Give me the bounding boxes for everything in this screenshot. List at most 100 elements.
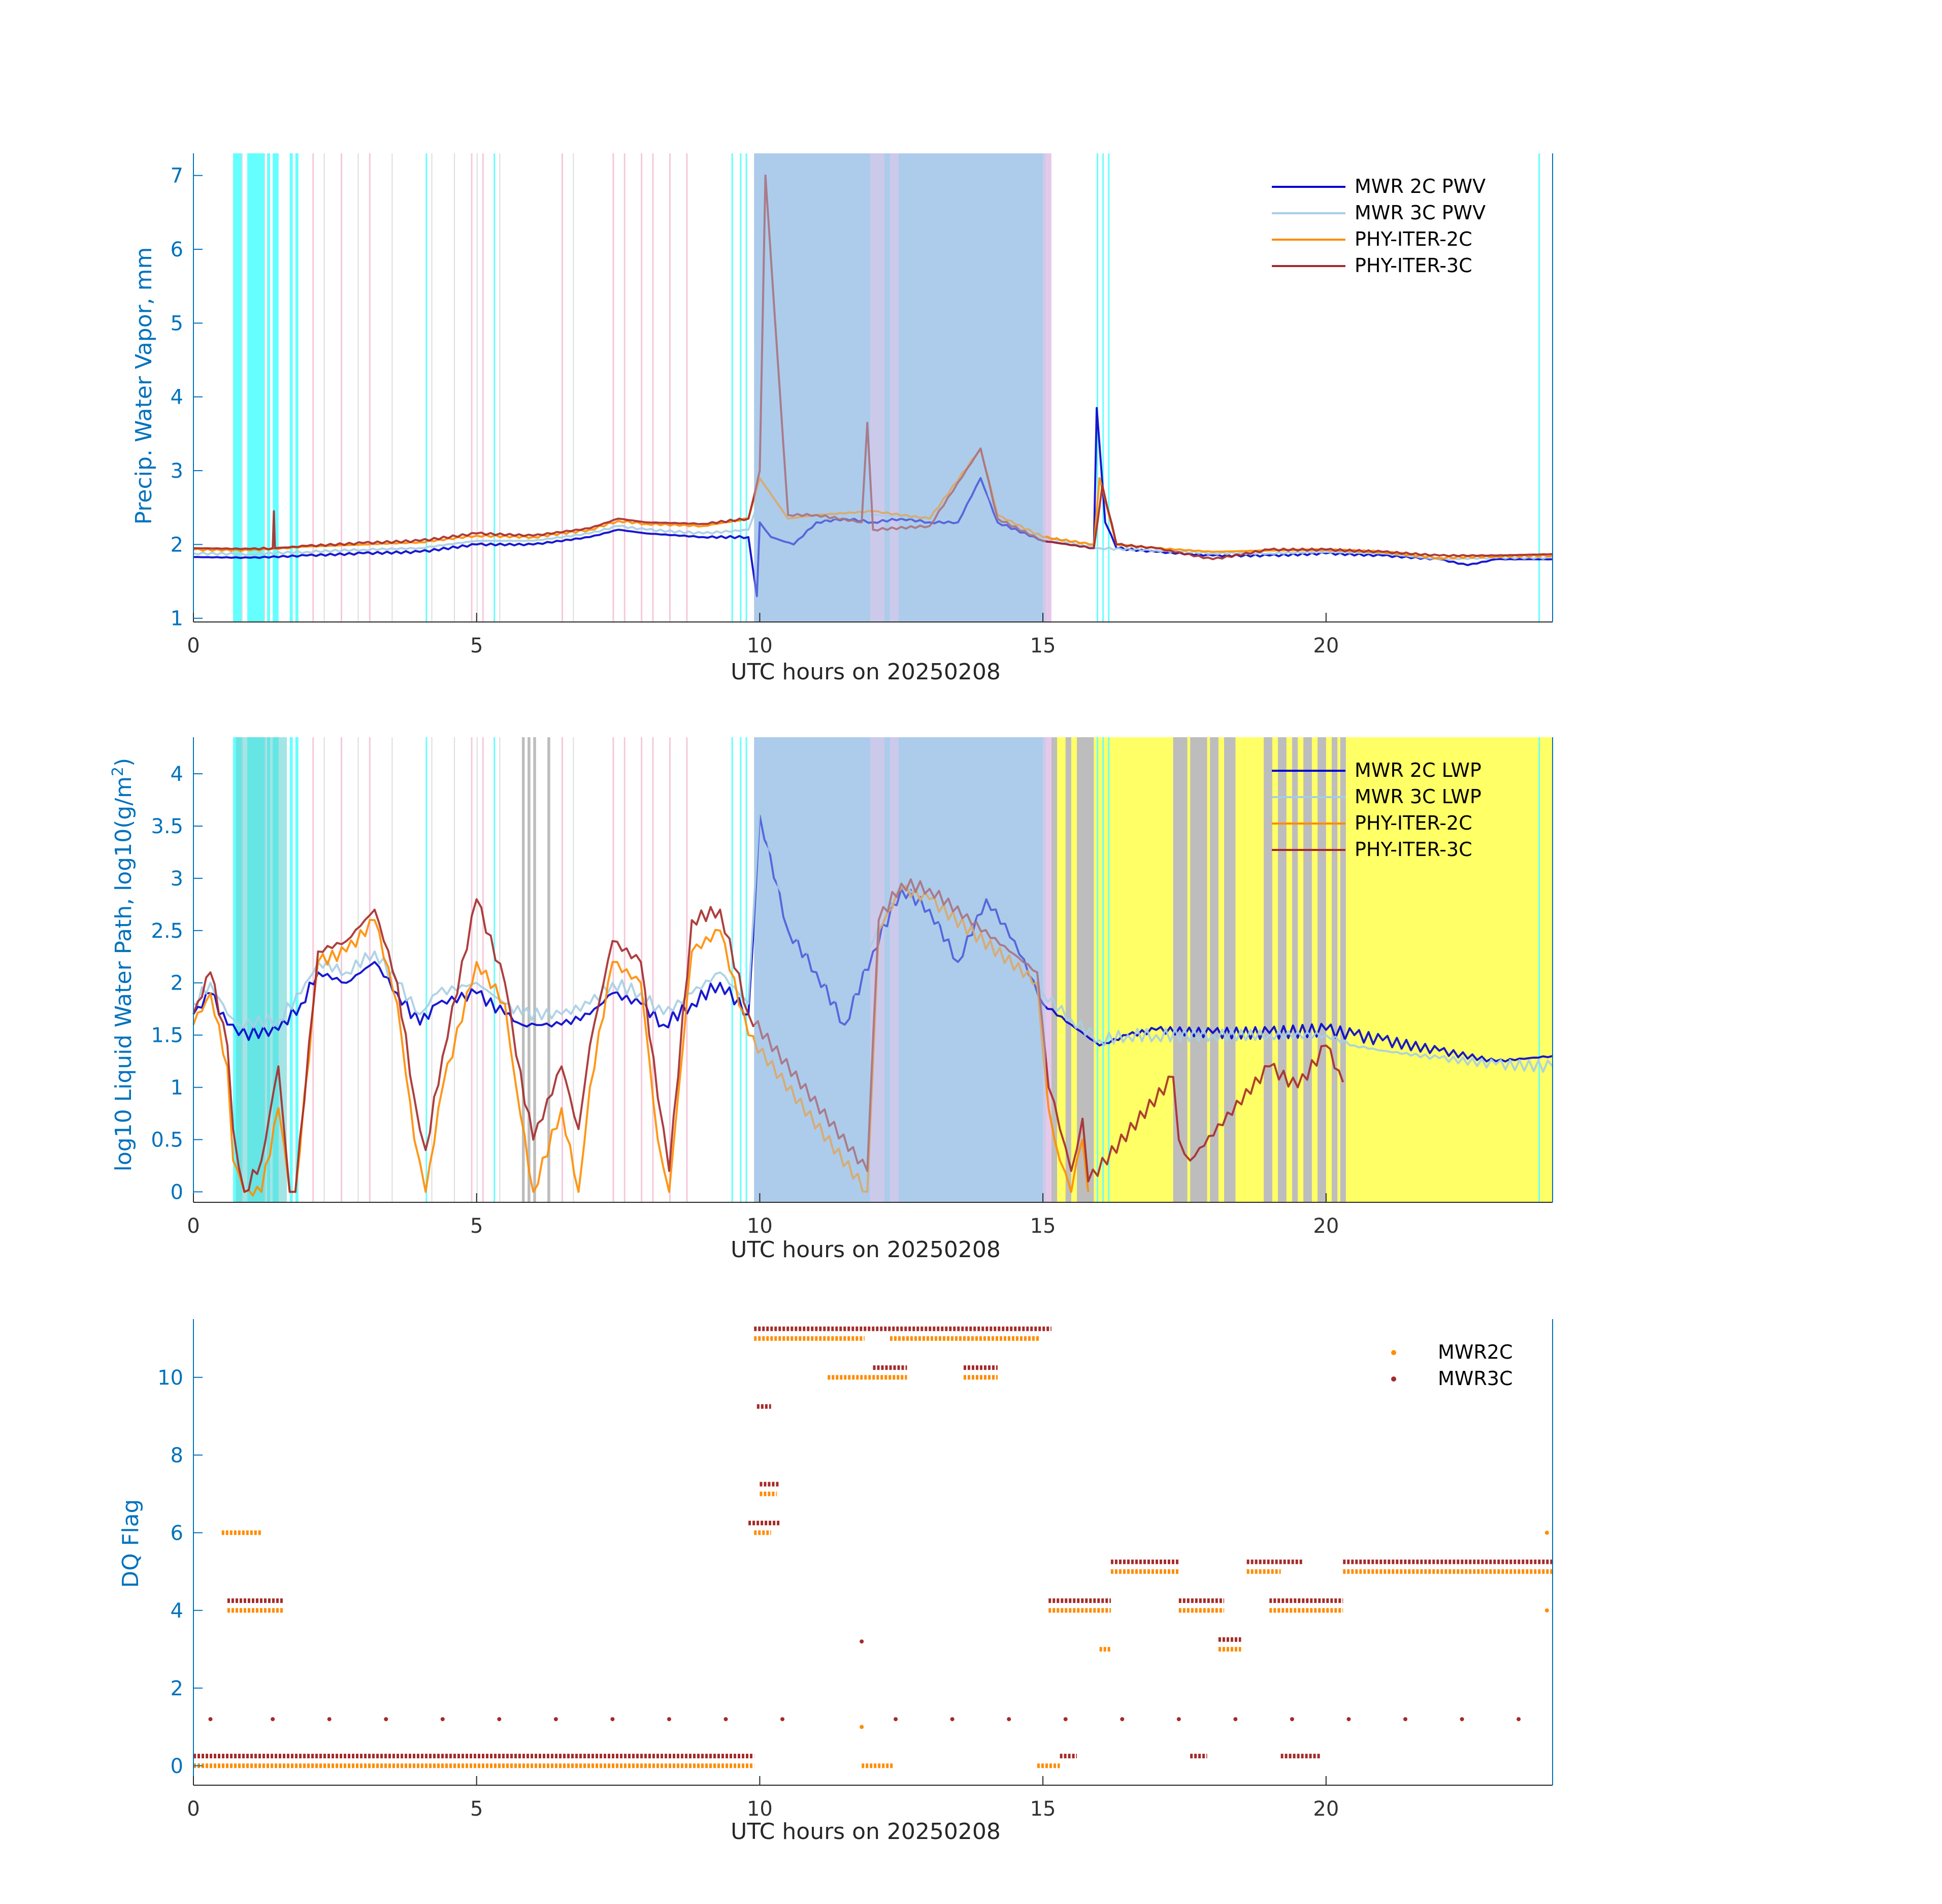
shade-band <box>1264 737 1272 1202</box>
dq-panel: 0 5 10 15 20 0 2 4 6 8 10 UTC hours on 20250208 DQ… <box>118 1319 1553 1845</box>
shade-band <box>754 153 1046 622</box>
lwp-axes: 0 5 10 15 20 0 0.5 1 1.5 2 2.5 3 3.5 4 <box>151 737 1553 1238</box>
flag-line <box>652 737 654 1202</box>
rain-overlay <box>754 737 1046 1202</box>
dq-sparse-dot <box>1346 1717 1351 1721</box>
dq-sparse-dot <box>327 1717 332 1721</box>
x-tick-label: 0 <box>187 1214 200 1238</box>
series-line-mwr-2c-lwp <box>192 814 1553 1063</box>
lwp-background-bands <box>233 737 1553 1202</box>
x-tick-label: 5 <box>470 634 483 658</box>
flag-line <box>1538 737 1540 1202</box>
shade-band <box>1043 153 1051 622</box>
flag-line <box>275 153 279 622</box>
y-tick-label: 1 <box>171 607 183 631</box>
legend-label: MWR 3C PWV <box>1355 202 1486 224</box>
flag-line <box>1108 737 1110 1202</box>
shade-band <box>890 737 899 1202</box>
dq-sparse-dot <box>1403 1717 1407 1721</box>
flag-line <box>652 153 654 622</box>
shade-band <box>547 737 550 1202</box>
flag-line <box>612 153 614 622</box>
flag-line <box>1108 153 1110 622</box>
flag-line <box>573 737 574 1202</box>
flag-line <box>323 153 325 622</box>
x-tick-label: 15 <box>1030 634 1056 658</box>
y-tick-label: 1 <box>171 1076 183 1100</box>
dq-sparse-dot <box>208 1717 213 1721</box>
dq-legend: MWR2C MWR3C <box>1391 1341 1512 1390</box>
y-tick-label: 6 <box>171 1522 183 1545</box>
legend-label: MWR 3C LWP <box>1355 785 1482 808</box>
flag-line <box>454 737 455 1202</box>
dq-sparse-dot <box>1290 1717 1294 1721</box>
dq-sparse-dot <box>271 1717 275 1721</box>
dq-sparse-dot <box>1120 1717 1125 1721</box>
flag-line <box>425 153 427 622</box>
flag-line <box>482 737 484 1202</box>
x-tick-label: 0 <box>187 634 200 658</box>
flag-line <box>295 153 299 622</box>
y-tick-label: 1.5 <box>151 1024 183 1047</box>
flag-line <box>612 737 614 1202</box>
legend-label: MWR2C <box>1438 1341 1512 1363</box>
flag-line <box>357 153 359 622</box>
shade-band <box>754 737 1046 1202</box>
flag-line <box>239 153 242 622</box>
x-tick-label: 20 <box>1313 634 1339 658</box>
lwp-ylabel-main: log10 Liquid Water Path, log10(g/m <box>111 776 137 1171</box>
pwv-background-bands <box>233 153 1540 622</box>
x-tick-label: 15 <box>1030 1214 1056 1238</box>
pwv-series <box>193 153 1553 622</box>
flag-line <box>1102 153 1104 622</box>
shade-band <box>1065 737 1071 1202</box>
flag-line <box>562 153 564 622</box>
flag-line <box>573 153 574 622</box>
flag-line <box>476 737 478 1202</box>
flag-line <box>236 153 239 622</box>
x-tick-label: 5 <box>470 1214 483 1238</box>
pwv-legend: MWR 2C PWV MWR 3C PWV PHY-ITER-2C PHY-ITER-… <box>1272 175 1486 277</box>
dq-sparse-dot <box>860 1725 864 1729</box>
flag-line <box>454 153 455 622</box>
flag-line <box>250 153 253 622</box>
flag-line <box>669 153 671 622</box>
dq-sparse-dot <box>553 1717 558 1721</box>
y-tick-label: 7 <box>171 165 183 188</box>
flag-line <box>476 153 478 622</box>
flag-line <box>233 737 237 1202</box>
pwv-axes: 0 5 10 15 20 1 2 3 4 5 6 7 <box>171 153 1553 658</box>
dq-sparse-dot <box>1460 1717 1464 1721</box>
shade-band <box>1278 737 1287 1202</box>
x-tick-label: 10 <box>747 1797 773 1821</box>
flag-line <box>471 153 473 622</box>
legend-swatch <box>1391 1376 1396 1382</box>
lwp-ylabel-end: ) <box>111 758 137 767</box>
dq-sparse-dot <box>1007 1717 1011 1721</box>
y-tick-label: 0 <box>171 1180 183 1204</box>
legend-label: MWR 2C LWP <box>1355 759 1482 781</box>
shade-band <box>1318 737 1326 1202</box>
flag-line <box>241 153 243 622</box>
y-tick-label: 4 <box>171 763 183 786</box>
dq-sparse-dot <box>1176 1717 1181 1721</box>
flag-line <box>369 153 371 622</box>
dq-series <box>193 1326 1553 1768</box>
flag-line <box>1097 737 1099 1202</box>
y-tick-label: 4 <box>171 1599 183 1623</box>
dq-sparse-dot <box>440 1717 445 1721</box>
lwp-ylabel-sup: 2 <box>109 767 127 776</box>
flag-line <box>267 153 271 622</box>
flag-line <box>493 737 496 1202</box>
shade-band <box>1210 737 1219 1202</box>
pwv-ylabel: Precip. Water Vapor, mm <box>131 247 157 525</box>
flag-line <box>493 153 496 622</box>
dq-sparse-dot <box>723 1717 728 1721</box>
flag-line <box>369 737 371 1202</box>
y-tick-label: 2 <box>171 972 183 995</box>
flag-line <box>312 737 314 1202</box>
flag-line <box>745 153 747 622</box>
shade-band <box>1331 737 1338 1202</box>
shade-band <box>236 737 287 1202</box>
